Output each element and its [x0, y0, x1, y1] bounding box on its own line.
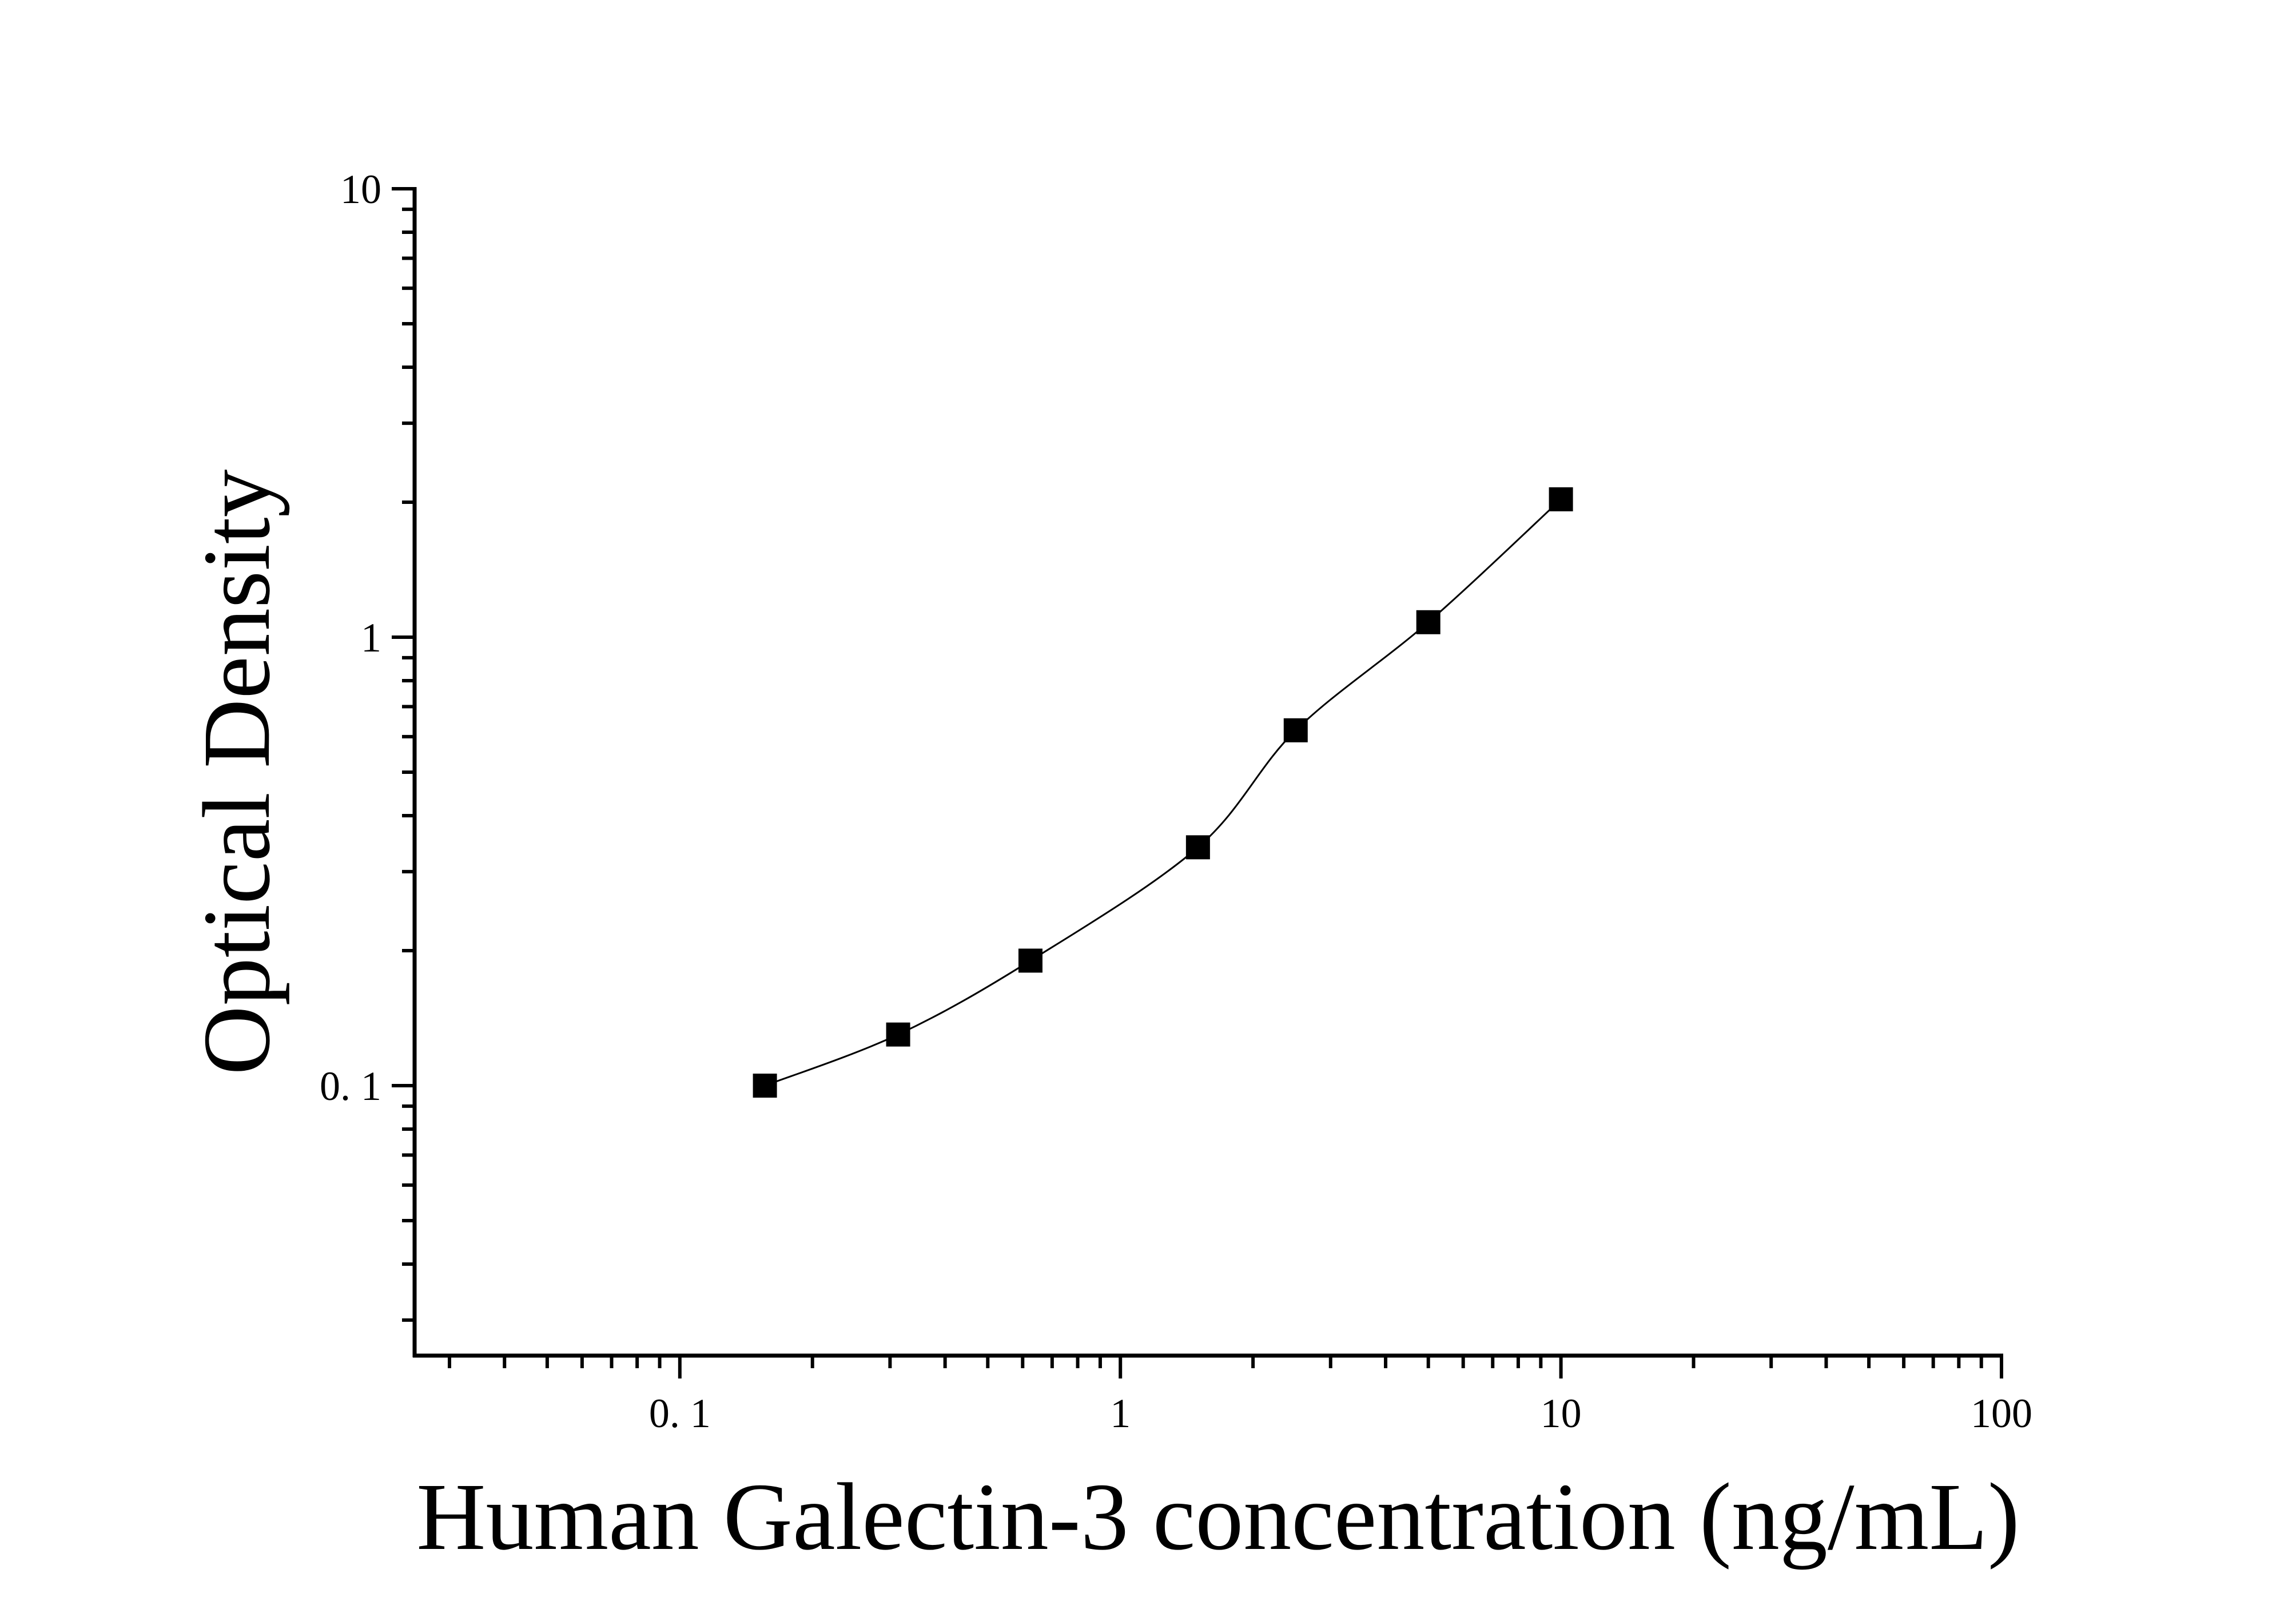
data-point-marker — [886, 1022, 910, 1047]
y-tick-label: 0. 1 — [320, 1063, 381, 1109]
y-axis-major-ticks: 0. 1 1 10 — [320, 166, 415, 1109]
data-point-marker — [1549, 487, 1573, 511]
data-points — [753, 487, 1573, 1098]
x-axis-title: Human Galectin-3 concentration (ng/mL) — [416, 1464, 2020, 1570]
data-point-marker — [1185, 835, 1210, 860]
y-tick-label: 10 — [340, 166, 381, 212]
x-tick-label: 1 — [1110, 1391, 1131, 1436]
data-point-marker — [1283, 718, 1308, 742]
data-point-marker — [1416, 610, 1441, 634]
y-axis-title: Optical Density — [184, 469, 290, 1075]
data-point-marker — [1018, 948, 1042, 973]
fitted-curve — [765, 498, 1562, 1087]
x-axis-minor-ticks — [448, 1356, 1983, 1368]
y-tick-label: 1 — [361, 615, 381, 661]
x-tick-label: 100 — [1971, 1391, 2032, 1436]
data-point-marker — [753, 1073, 777, 1098]
x-tick-label: 10 — [1541, 1391, 1582, 1436]
y-axis-minor-ticks — [402, 207, 415, 1322]
x-axis-major-ticks: 0. 1 1 10 100 — [649, 1356, 2032, 1436]
x-tick-label: 0. 1 — [649, 1391, 711, 1436]
